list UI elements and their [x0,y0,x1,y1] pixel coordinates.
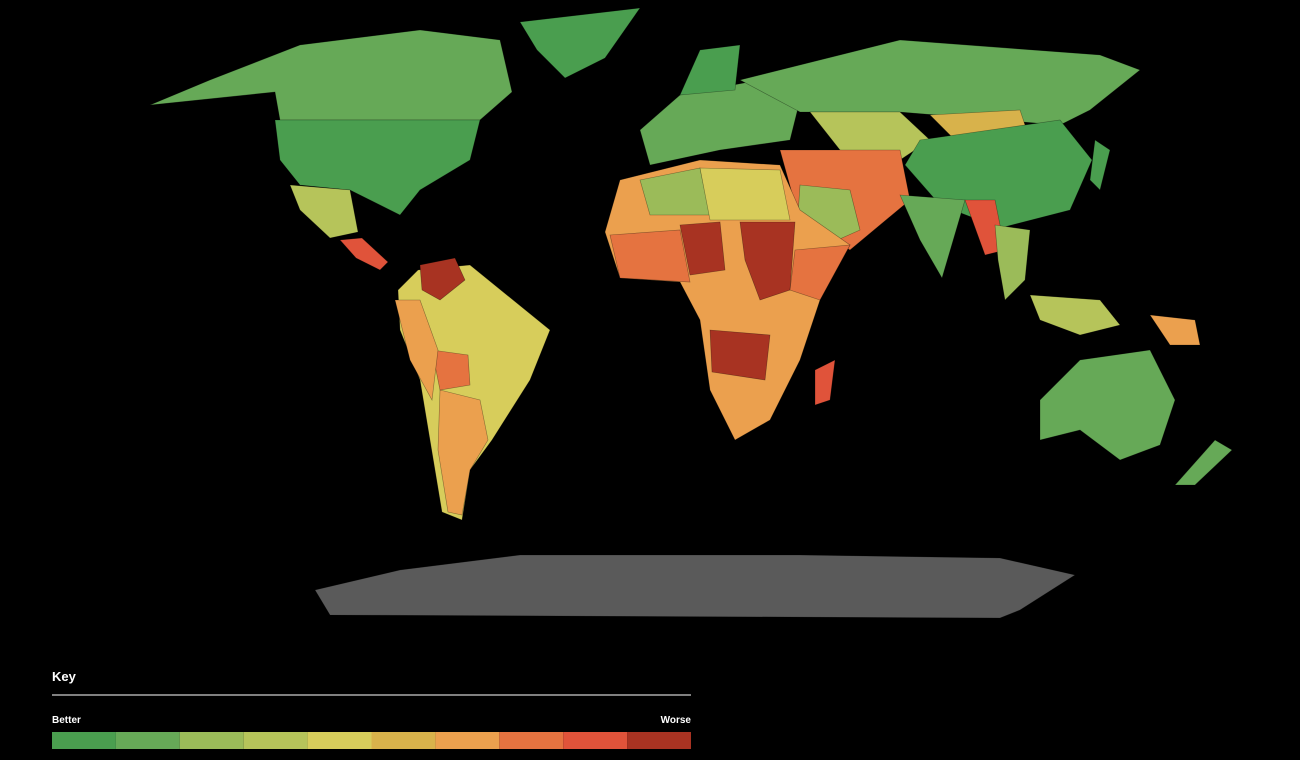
key-swatch [435,732,500,749]
country [1029,294,1121,336]
country [1089,139,1111,191]
country [339,237,389,271]
key-swatch [243,732,308,749]
key-swatch [499,732,564,749]
country [394,299,439,401]
key-swatch [115,732,180,749]
key-swatch [627,732,691,749]
country [437,389,489,516]
country [994,224,1031,301]
key-swatch [52,732,116,749]
country [289,184,359,239]
key: Key Better Worse [52,669,691,749]
country [709,329,771,381]
country [274,119,481,216]
world-map [149,7,1233,619]
key-swatch [371,732,436,749]
country [1039,349,1176,461]
country [739,39,1141,126]
country [1174,439,1233,486]
country [739,221,796,301]
country [431,349,471,391]
country [419,257,466,301]
country [789,244,851,301]
key-swatch [307,732,372,749]
country [679,221,726,276]
country [899,194,966,279]
country [397,264,551,521]
country [679,44,741,96]
country [149,29,513,121]
key-low-label: Better [52,715,81,726]
key-swatch [563,732,628,749]
antarctica [314,554,1076,619]
country [1149,314,1201,346]
key-swatches [52,732,691,749]
country [609,229,691,283]
country [699,167,791,221]
key-high-label: Worse [661,715,692,726]
key-swatch [179,732,244,749]
country [814,359,836,406]
country [519,7,641,79]
key-title: Key [52,669,77,684]
